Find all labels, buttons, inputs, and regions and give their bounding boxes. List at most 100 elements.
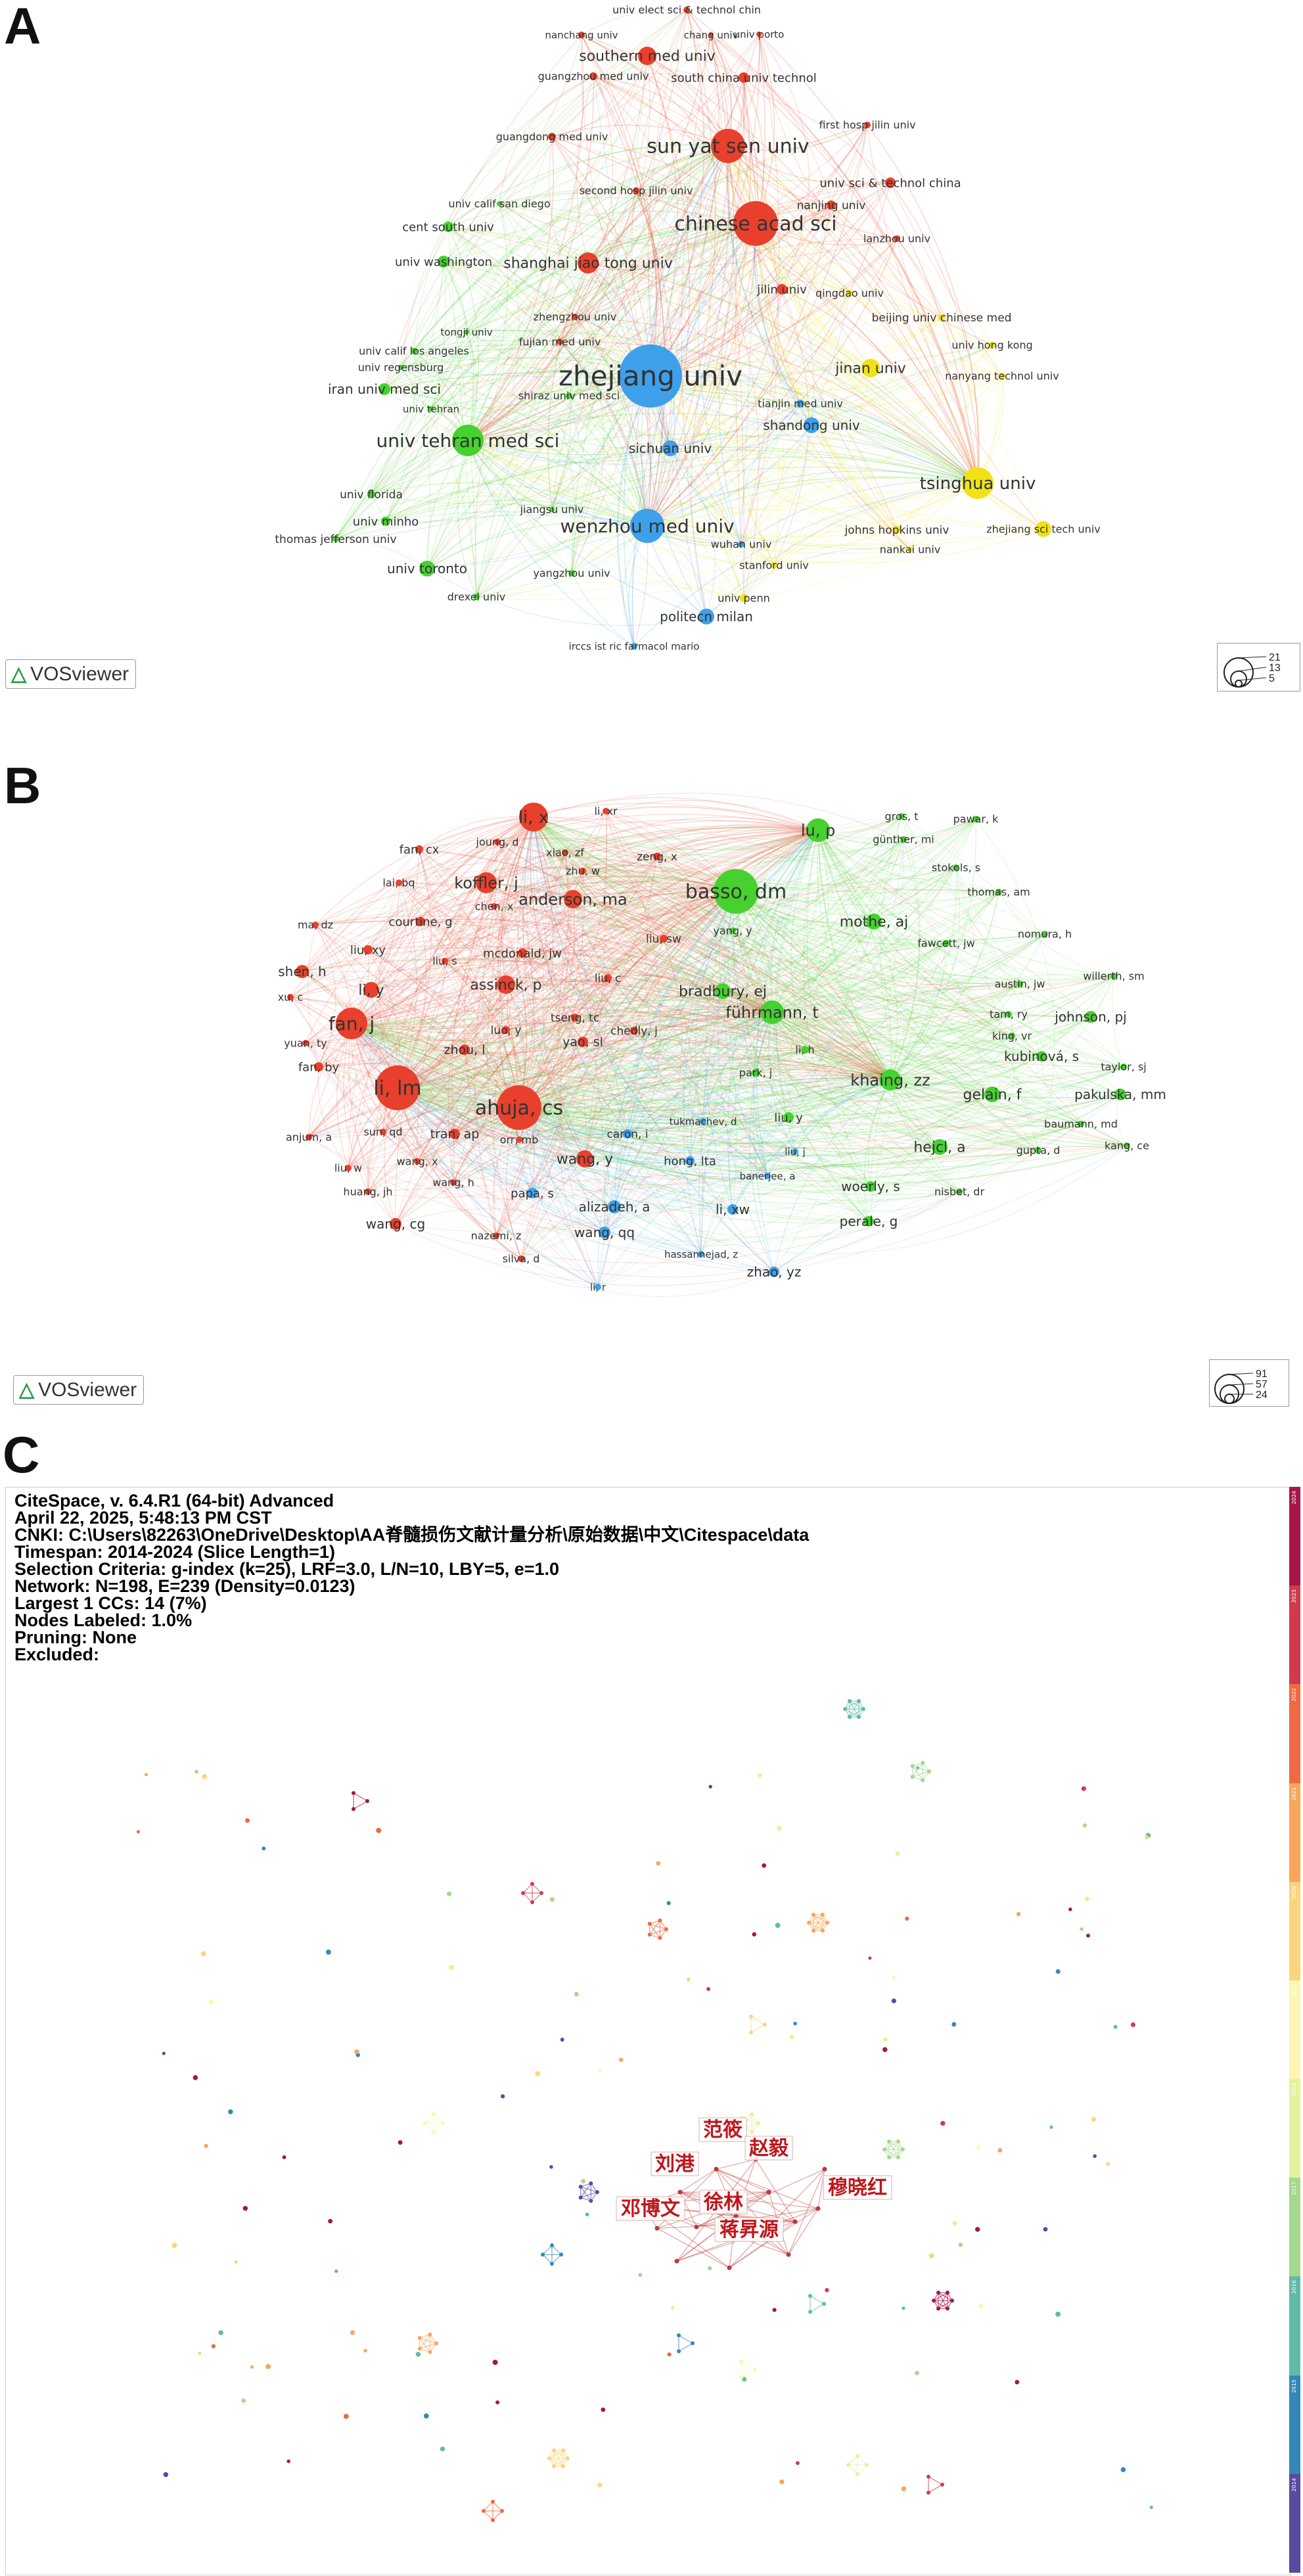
link bbox=[308, 856, 658, 1138]
link bbox=[397, 1049, 806, 1109]
link bbox=[474, 816, 534, 1236]
link bbox=[559, 341, 671, 449]
link bbox=[474, 77, 744, 597]
link bbox=[397, 849, 432, 1089]
link bbox=[633, 1030, 806, 1052]
link bbox=[627, 1035, 1013, 1140]
label-anderson-ma: anderson, ma bbox=[518, 890, 628, 908]
node-woerly-s bbox=[865, 1181, 876, 1192]
panel-c-letter: C bbox=[3, 1426, 40, 1484]
link bbox=[348, 1064, 891, 1169]
link bbox=[691, 223, 756, 617]
link bbox=[464, 1049, 768, 1177]
link bbox=[656, 856, 773, 1013]
node bbox=[821, 1912, 825, 1917]
node bbox=[901, 2486, 907, 2492]
link bbox=[773, 1079, 891, 1273]
link bbox=[817, 830, 999, 893]
node bbox=[440, 2447, 446, 2452]
link bbox=[771, 1012, 1082, 1125]
node bbox=[750, 2112, 754, 2117]
link bbox=[457, 440, 477, 597]
link bbox=[716, 2168, 769, 2193]
link bbox=[464, 1046, 940, 1148]
link bbox=[582, 1041, 768, 1177]
label-zhejiang-univ: zhejiang univ bbox=[559, 360, 743, 392]
link bbox=[367, 1041, 583, 1192]
link bbox=[348, 989, 373, 1169]
link bbox=[444, 958, 891, 1081]
link bbox=[683, 891, 737, 1161]
link bbox=[582, 830, 819, 1042]
link bbox=[417, 984, 507, 1162]
link bbox=[607, 977, 704, 1122]
link bbox=[398, 882, 773, 1013]
link bbox=[533, 816, 773, 1013]
vosviewer-logo-text: VOSviewer bbox=[30, 663, 129, 685]
node bbox=[856, 2472, 859, 2476]
link bbox=[959, 1014, 1015, 1192]
label-sichuan-univ: sichuan univ bbox=[629, 440, 712, 456]
link bbox=[771, 1012, 940, 1148]
link bbox=[522, 1892, 533, 1903]
link bbox=[756, 830, 819, 1177]
link bbox=[604, 830, 819, 1233]
node-fan-j bbox=[336, 1008, 367, 1039]
node bbox=[241, 2398, 246, 2403]
link bbox=[574, 977, 608, 1018]
node bbox=[171, 2243, 177, 2248]
link bbox=[868, 1056, 1042, 1222]
label-shandong-univ: shandong univ bbox=[763, 417, 860, 433]
link bbox=[413, 350, 431, 569]
link bbox=[518, 891, 999, 1108]
link bbox=[395, 930, 733, 1225]
link bbox=[397, 1030, 635, 1091]
label-univ-minho: univ minho bbox=[353, 515, 419, 528]
link bbox=[397, 1014, 1009, 1113]
link bbox=[800, 403, 978, 484]
link bbox=[616, 375, 651, 647]
link bbox=[817, 830, 1124, 1067]
link bbox=[867, 124, 979, 484]
node bbox=[664, 1927, 668, 1931]
node bbox=[808, 2293, 812, 2298]
node bbox=[204, 2143, 208, 2148]
node bbox=[491, 2500, 495, 2504]
link bbox=[397, 1087, 940, 1171]
link bbox=[533, 816, 1114, 980]
link bbox=[735, 867, 957, 902]
panel-a: A zhejiang univ chinese acad sci sun yat s… bbox=[0, 0, 1303, 697]
link bbox=[335, 395, 570, 540]
link bbox=[371, 989, 599, 1288]
link bbox=[522, 950, 773, 1013]
link bbox=[367, 949, 455, 1183]
label-univ-florida: univ florida bbox=[340, 488, 403, 502]
link bbox=[551, 136, 812, 426]
link bbox=[397, 882, 417, 1089]
label-wang-x: wang, x bbox=[397, 1156, 438, 1168]
node bbox=[136, 1830, 140, 1834]
label-zhejiang-sci-tech-univ: zhejiang sci tech univ bbox=[986, 523, 1100, 536]
link bbox=[771, 975, 1114, 1028]
link bbox=[663, 938, 773, 1013]
node-stokols-s bbox=[953, 864, 959, 871]
link bbox=[650, 375, 744, 599]
link bbox=[447, 144, 729, 227]
link bbox=[649, 1920, 660, 1935]
link bbox=[649, 1929, 667, 1935]
link bbox=[706, 482, 978, 617]
link bbox=[397, 1056, 1042, 1132]
label-second-hosp-jilin-univ: second hosp jilin univ bbox=[580, 185, 693, 197]
link bbox=[417, 1151, 796, 1191]
link bbox=[518, 1066, 1124, 1112]
link bbox=[532, 816, 628, 1135]
link bbox=[941, 317, 1003, 377]
node-zhejiang-sci-tech-univ bbox=[1036, 521, 1051, 537]
link bbox=[518, 1139, 768, 1179]
link bbox=[614, 1206, 869, 1243]
link bbox=[631, 289, 783, 647]
link bbox=[351, 1023, 520, 1108]
link bbox=[533, 816, 733, 931]
cs-info-line-criteria: Selection Criteria: g-index (k=25), LRF=… bbox=[14, 1559, 560, 1579]
link bbox=[735, 891, 1013, 1037]
